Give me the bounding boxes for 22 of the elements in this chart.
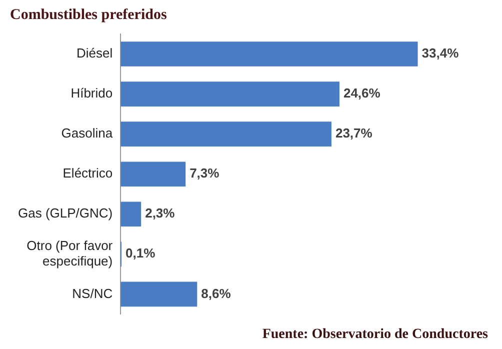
source-note: Fuente: Observatorio de Conductores xyxy=(262,327,488,343)
bar xyxy=(120,42,418,66)
bar xyxy=(120,82,340,106)
data-label: 24,6% xyxy=(343,86,381,101)
bar xyxy=(120,282,198,307)
y-tick-label: Gasolina xyxy=(61,126,114,141)
y-tick-label: Eléctrico xyxy=(62,166,113,181)
data-label: 0,1% xyxy=(126,246,156,261)
y-tick-label: NS/NC xyxy=(72,286,113,301)
y-tick-label: Híbrido xyxy=(70,86,113,101)
bar xyxy=(120,202,142,227)
data-label: 7,3% xyxy=(190,166,220,181)
y-tick-label: Diésel xyxy=(76,46,113,61)
data-label: 33,4% xyxy=(422,46,460,61)
y-tick-label: Otro (Por favor especifique) xyxy=(26,238,114,269)
chart-title: Combustibles preferidos xyxy=(10,6,167,23)
y-tick-label: Gas (GLP/GNC) xyxy=(18,206,113,221)
data-label: 2,3% xyxy=(145,206,176,221)
data-label: 8,6% xyxy=(201,286,232,301)
bar xyxy=(120,162,186,187)
data-label: 23,7% xyxy=(335,126,373,141)
bar xyxy=(120,122,332,146)
